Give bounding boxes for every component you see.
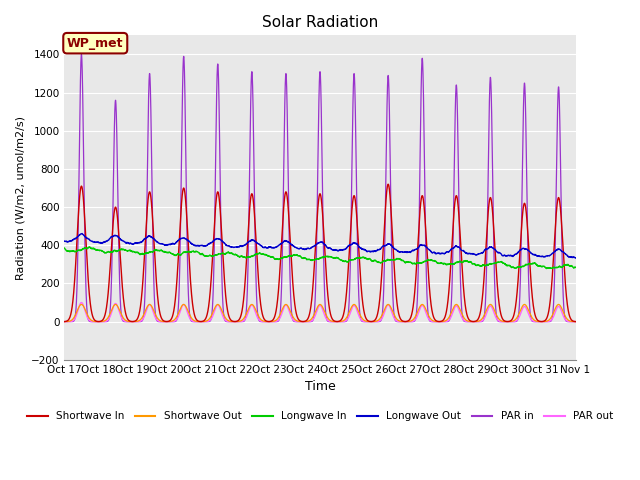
- Text: WP_met: WP_met: [67, 36, 124, 50]
- Y-axis label: Radiation (W/m2, umol/m2/s): Radiation (W/m2, umol/m2/s): [15, 116, 26, 279]
- X-axis label: Time: Time: [305, 380, 335, 393]
- Legend: Shortwave In, Shortwave Out, Longwave In, Longwave Out, PAR in, PAR out: Shortwave In, Shortwave Out, Longwave In…: [22, 407, 618, 426]
- Title: Solar Radiation: Solar Radiation: [262, 15, 378, 30]
